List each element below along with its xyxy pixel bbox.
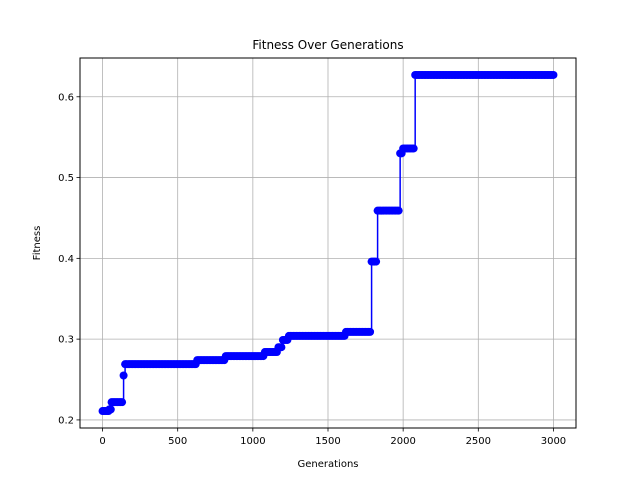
x-axis-ticks: 0 500 1000 1500 2000 2500 3000 (99, 428, 566, 447)
series-fitness (98, 70, 558, 416)
y-tick-label: 0.5 (58, 173, 74, 184)
data-point (118, 398, 127, 407)
x-axis-label: Generations (298, 459, 359, 470)
y-tick-label: 0.4 (58, 254, 74, 265)
y-axis-label: Fitness (32, 226, 43, 261)
data-point (549, 70, 558, 79)
data-point (372, 257, 381, 266)
y-tick-label: 0.2 (58, 415, 74, 426)
grid (80, 58, 576, 428)
y-axis-ticks: 0.2 0.3 0.4 0.5 0.6 (58, 92, 80, 426)
x-tick-label: 500 (168, 436, 187, 447)
data-point (119, 371, 128, 380)
x-tick-label: 2500 (466, 436, 491, 447)
chart-title: Fitness Over Generations (252, 38, 403, 52)
data-point (366, 327, 375, 336)
data-point (106, 405, 115, 414)
data-point (409, 144, 418, 153)
data-point (277, 343, 286, 352)
data-point (394, 206, 403, 215)
y-tick-label: 0.3 (58, 335, 74, 346)
x-tick-label: 1000 (240, 436, 265, 447)
x-tick-label: 1500 (315, 436, 340, 447)
x-tick-label: 0 (99, 436, 105, 447)
y-tick-label: 0.6 (58, 92, 74, 103)
x-tick-label: 3000 (541, 436, 566, 447)
x-tick-label: 2000 (390, 436, 415, 447)
